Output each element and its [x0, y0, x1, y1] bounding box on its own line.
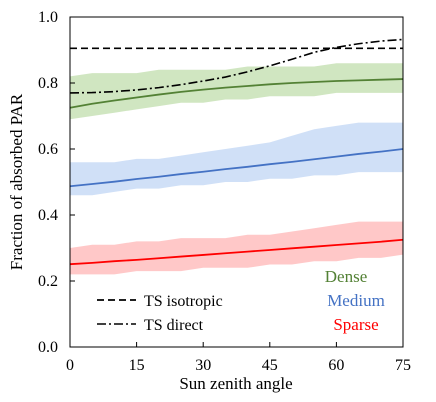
x-tick-label: 75 [395, 357, 411, 374]
label-dense: Dense [325, 267, 367, 286]
series-line-sparse [69, 238, 404, 266]
x-tick-label: 15 [129, 357, 145, 374]
series-line-ts-direct [69, 38, 404, 94]
band-dense [70, 63, 403, 120]
y-tick-label: 0.4 [38, 207, 58, 224]
y-tick-label: 0.6 [38, 141, 58, 158]
label-sparse: Sparse [333, 315, 378, 334]
x-tick-label: 45 [262, 357, 278, 374]
x-tick-label: 30 [195, 357, 211, 374]
series-line-medium [69, 148, 404, 188]
legend-label-ts-isotropic: TS isotropic [144, 293, 223, 310]
legend: TS isotropic TS direct [97, 293, 223, 334]
legend-label-ts-direct: TS direct [144, 317, 204, 334]
plot-frame [69, 16, 404, 348]
x-tick-label: 0 [66, 357, 74, 374]
y-tick-label: 0.8 [38, 75, 58, 92]
y-tick-label: 1.0 [38, 9, 58, 26]
x-axis-label: Sun zenith angle [179, 374, 292, 393]
label-medium: Medium [327, 291, 385, 310]
y-axis-label: Fraction of absorbed PAR [7, 93, 26, 270]
y-tick-label: 0.0 [38, 339, 58, 356]
series-line-dense [69, 78, 404, 109]
x-tick-label: 60 [328, 357, 344, 374]
band-sparse [70, 221, 403, 275]
y-tick-label: 0.2 [38, 273, 58, 290]
